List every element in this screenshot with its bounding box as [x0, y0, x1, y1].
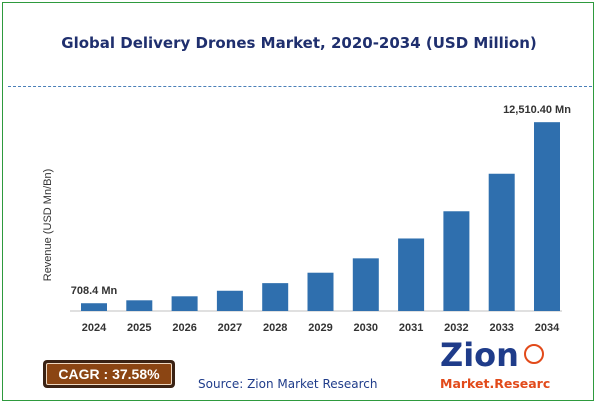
x-tick-label-2031: 2031 — [399, 322, 423, 334]
bar-2032 — [443, 211, 470, 311]
x-tick-label-2024: 2024 — [82, 322, 107, 334]
bar-2027 — [216, 290, 243, 311]
bar-2028 — [262, 283, 289, 311]
x-tick-label-2025: 2025 — [127, 322, 151, 334]
bar-2034 — [534, 122, 560, 311]
x-tick-label-2030: 2030 — [354, 322, 378, 334]
bar-2030 — [352, 258, 379, 311]
logo-globe-icon — [524, 344, 544, 364]
x-tick-label-2029: 2029 — [308, 322, 332, 334]
logo-word-zion: Zion — [440, 336, 519, 374]
bar-2029 — [307, 272, 334, 311]
chart-title: Global Delivery Drones Market, 2020-2034… — [61, 34, 537, 52]
cagr-label: CAGR : 37.58% — [46, 363, 172, 385]
x-tick-label-2027: 2027 — [218, 322, 242, 334]
bar-2031 — [398, 238, 425, 311]
y-axis-label: Revenue (USD Mn/Bn) — [42, 169, 54, 282]
chart-frame — [2, 2, 594, 401]
logo-word-market: Market.Research — [440, 376, 550, 391]
x-tick-label-2034: 2034 — [535, 322, 560, 334]
bar-2024 — [81, 303, 107, 311]
x-tick-label-2026: 2026 — [172, 322, 196, 334]
title-divider — [8, 86, 592, 87]
source-text: Source: Zion Market Research — [198, 377, 378, 391]
bar-2033 — [488, 173, 515, 311]
cagr-badge: CAGR : 37.58% — [43, 360, 175, 388]
x-tick-label-2028: 2028 — [263, 322, 287, 334]
x-tick-label-2033: 2033 — [489, 322, 513, 334]
data-label-last: 12,510.40 Mn — [503, 104, 571, 116]
data-label-first: 708.4 Mn — [71, 285, 118, 297]
bar-2026 — [171, 296, 198, 311]
x-tick-label-2032: 2032 — [444, 322, 468, 334]
bar-2025 — [126, 300, 153, 311]
zion-logo: Zion Market.Research — [440, 336, 550, 391]
